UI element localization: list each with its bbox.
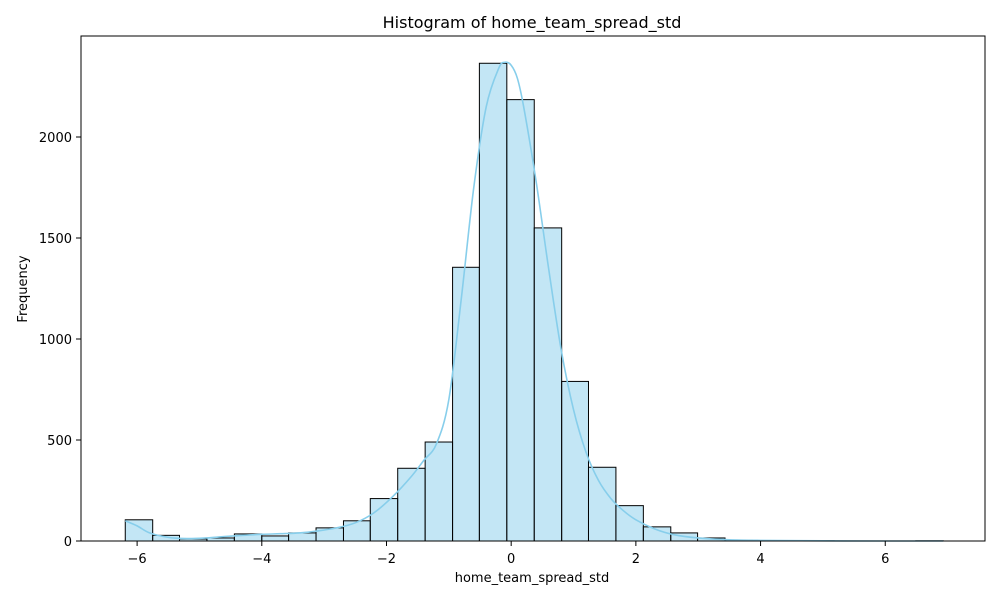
x-tick-label: 4 — [756, 552, 764, 567]
y-tick-label: 1000 — [39, 333, 72, 348]
plot-frame — [80, 35, 986, 542]
x-tick-label: −2 — [377, 552, 396, 567]
x-axis-ticks: −6 −4 −2 0 2 4 6 — [128, 541, 889, 567]
y-tick-label: 1500 — [39, 232, 72, 247]
histogram-bar — [424, 441, 454, 542]
histogram-bar — [478, 62, 508, 542]
y-tick-label: 2000 — [39, 131, 72, 146]
chart-title: Histogram of home_team_spread_std — [383, 13, 682, 33]
y-tick-label: 0 — [64, 535, 72, 550]
histogram-bar — [452, 266, 480, 542]
histogram-bars — [124, 62, 944, 542]
y-tick-label: 500 — [47, 434, 72, 449]
histogram-bar — [615, 505, 644, 542]
x-tick-label: 6 — [881, 552, 889, 567]
histogram-bar — [342, 520, 371, 542]
x-axis-label: home_team_spread_std — [455, 571, 610, 586]
histogram-bar — [261, 535, 290, 542]
histogram-bar — [397, 467, 426, 542]
x-tick-label: 2 — [632, 552, 640, 567]
histogram-bar — [561, 380, 589, 542]
x-tick-label: −6 — [128, 552, 147, 567]
y-axis-ticks: 0 500 1000 1500 2000 — [39, 131, 81, 550]
kde-curve — [124, 61, 944, 542]
histogram-bar — [533, 227, 563, 542]
y-axis-label: Frequency — [16, 255, 31, 322]
histogram-bar — [506, 99, 535, 542]
x-tick-label: −4 — [252, 552, 271, 567]
histogram-bar — [587, 466, 617, 542]
x-tick-label: 0 — [507, 552, 515, 567]
histogram-bar — [288, 532, 317, 542]
